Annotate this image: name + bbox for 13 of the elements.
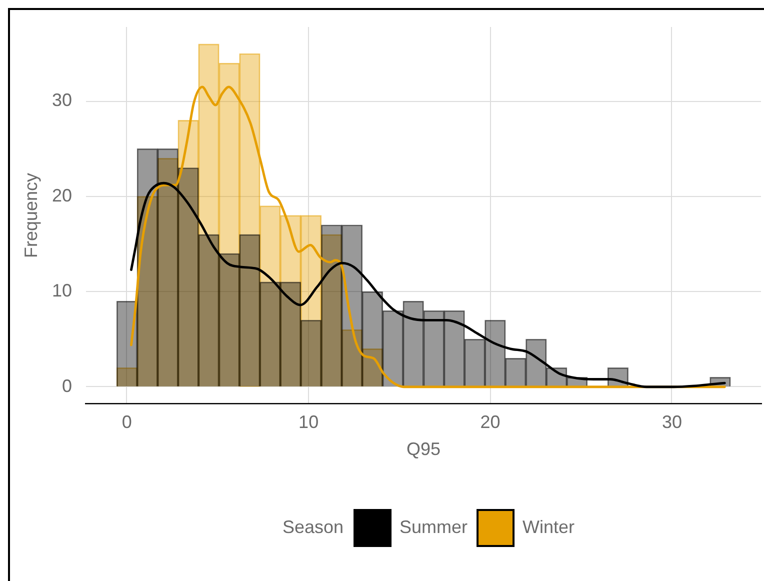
x-tick-label: 30 xyxy=(662,412,682,432)
x-tick-label: 0 xyxy=(122,412,132,432)
x-axis-title: Q95 xyxy=(406,439,441,460)
legend-title: Season xyxy=(282,516,344,537)
x-tick-label: 10 xyxy=(298,412,319,432)
y-tick-label: 10 xyxy=(52,280,72,301)
y-tick-label: 20 xyxy=(52,185,72,206)
y-tick-label: 30 xyxy=(52,90,72,110)
legend-label: Winter xyxy=(522,516,575,537)
x-tick-label: 20 xyxy=(480,412,500,432)
y-tick-label: 0 xyxy=(62,376,72,396)
y-axis-title: Frequency xyxy=(20,172,41,258)
legend-label: Summer xyxy=(400,516,468,537)
